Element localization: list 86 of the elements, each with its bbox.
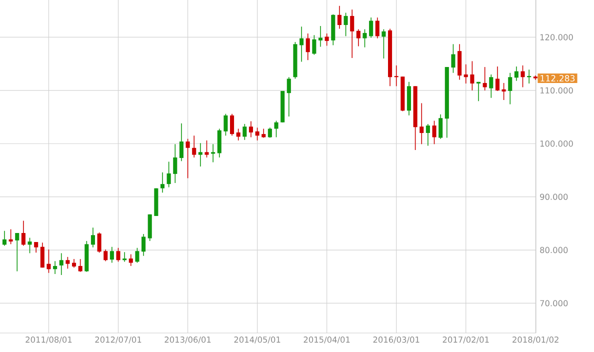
candlestick [186,138,190,179]
x-tick-label: 2015/04/01 [304,336,350,344]
y-tick-label: 120.000 [540,34,573,40]
candlestick [53,260,58,274]
x-tick-label: 2014/05/01 [234,336,280,344]
x-tick-label: 2013/06/01 [164,336,211,344]
y-tick-label: 70.000 [540,300,568,306]
candlestick [464,64,468,84]
candlestick [262,128,266,138]
candlestick [59,252,64,276]
candlestick [236,128,240,141]
candlestick [356,28,360,47]
candlestick [306,33,310,60]
y-tick-label: 80.000 [540,246,568,254]
x-tick-label: 2012/07/01 [95,336,142,344]
candlestick [489,74,494,98]
candlestick [470,60,474,91]
candlestick [318,26,323,48]
candlestick [508,72,512,105]
x-tick-label: 2011/08/01 [26,336,72,344]
candlestick [514,66,518,82]
candlestick [268,127,272,138]
candlestick [274,120,278,138]
x-tick-label: 2017/02/01 [442,336,489,344]
candlestick [248,120,254,138]
candlestick [15,232,20,272]
candlestick [362,28,367,48]
candlestick [97,232,102,254]
candlestick [28,237,32,254]
candlestick [116,247,120,262]
candlestick [286,76,291,117]
candlestick [438,114,443,140]
candlestick [148,214,152,242]
candlestick [211,144,216,163]
candlestick [451,44,456,74]
candlestick [122,252,127,262]
candlestick [344,12,348,37]
candlestick [300,26,304,62]
candlestick [66,256,70,270]
candlestick [104,249,108,262]
candlestick [324,33,329,46]
candlestick [179,123,184,162]
candlestick [520,65,525,88]
candlestick [224,113,228,136]
candlestick [160,172,165,193]
candlestick [230,113,234,136]
candlestick [21,220,26,246]
x-tick-label: 2016/03/01 [373,336,420,344]
y-tick-label: 90.000 [540,194,568,200]
candlestick [495,66,500,92]
candlestick [432,120,436,145]
candlestick [375,17,380,39]
candlestick [337,5,342,30]
candlestick [420,102,424,145]
x-tick-label: 2018/01/02 [512,336,558,344]
candlestick [128,254,133,266]
candlestick [382,28,386,59]
candlestick [482,66,487,91]
y-tick-label: 100.000 [540,140,573,147]
candlestick [204,140,209,158]
candlestick [192,135,196,158]
candlestick [476,82,481,102]
candlestick [40,242,44,268]
candlestick [173,144,178,184]
candlestick [34,242,38,254]
text: 112.283 [540,75,575,82]
candlestick [142,234,146,256]
candlestick [426,124,430,146]
candlestick [242,124,247,140]
candlestick [217,128,222,158]
candlestick [198,142,202,167]
candlestick [350,9,354,58]
candlestick [255,127,260,141]
candlestick [369,17,374,38]
candlestick [110,246,114,264]
candlestick [394,65,398,87]
candlestick [502,82,506,100]
candlestick [166,161,171,188]
candlestick [2,230,7,246]
candlestick [135,247,140,264]
candlestick [78,258,82,272]
y-tick-label: 110.000 [540,87,573,94]
candlestick [8,228,13,245]
candlestick [312,34,316,56]
candlestick [46,249,51,274]
candlestick [90,227,95,248]
